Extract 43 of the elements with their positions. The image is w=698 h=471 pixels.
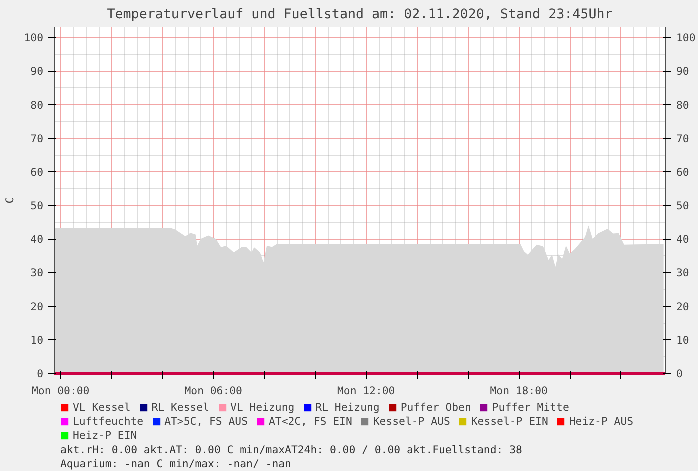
legend-label: Luftfeuchte: [73, 415, 144, 428]
legend-label: Heiz-P AUS: [569, 415, 634, 428]
y-tick-label: 80: [30, 98, 44, 112]
y2-tick-label: 20: [676, 300, 690, 314]
legend-label: VL Heizung: [230, 401, 295, 414]
y2-tick-label: 100: [676, 32, 696, 45]
text: akt.rH: 0.00 akt.AT: 0.00 C min/maxAT24h: 0.00 / 0.00 akt.Fuellstand: 38: [60, 444, 522, 456]
y2-tick-label: 40: [676, 233, 690, 246]
y2-tick-label: 10: [676, 334, 690, 347]
y2-tick-label: 60: [676, 166, 690, 179]
y-tick-label: 70: [30, 132, 44, 146]
y2-tick-label: 70: [676, 132, 690, 146]
y2-tick-label: 90: [676, 65, 690, 78]
legend-label: RL Kessel: [152, 401, 210, 414]
y-axis-title: C: [3, 197, 16, 204]
y-tick-label: 20: [30, 300, 44, 314]
legend-label: Kessel-P EIN: [471, 415, 548, 428]
y-tick-label: 10: [30, 334, 44, 347]
chart-title: Temperaturverlauf und Fuellstand am: 02.11.2020, Stand 23:45Uhr: [107, 8, 613, 22]
legend-label: Kessel-P AUS: [373, 415, 450, 428]
y2-tick-label: 30: [676, 266, 690, 280]
y-tick-label: 100: [24, 32, 44, 45]
x-tick-label: Mon 00:00: [32, 384, 90, 398]
y-tick-label: 60: [30, 166, 44, 179]
y-tick-label: 40: [30, 233, 44, 246]
x-tick-label: Mon 06:00: [184, 384, 242, 398]
legend-label: Puffer Mitte: [492, 401, 570, 414]
y2-tick-label: 50: [676, 200, 690, 213]
y-tick-label: 90: [30, 65, 44, 78]
y2-tick-label: 80: [676, 98, 690, 112]
legend-label: AT<2C, FS EIN: [268, 415, 352, 428]
y-tick-label: 50: [30, 200, 44, 213]
y-tick-label: 30: [30, 266, 44, 280]
y2-tick-label: 0: [676, 368, 683, 380]
text: Aquarium: -nan C min/max: -nan/ -nan: [60, 458, 292, 470]
legend-label: AT>5C, FS AUS: [164, 415, 248, 428]
legend-label: RL Heizung: [316, 401, 380, 414]
x-tick-label: Mon 12:00: [337, 384, 396, 398]
legend-label: Puffer Oben: [400, 401, 472, 414]
y-tick-label: 0: [37, 368, 44, 380]
legend-label: VL Kessel: [73, 401, 131, 414]
legend-label: Heiz-P EIN: [73, 429, 138, 442]
x-tick-label: Mon 18:00: [490, 384, 548, 398]
